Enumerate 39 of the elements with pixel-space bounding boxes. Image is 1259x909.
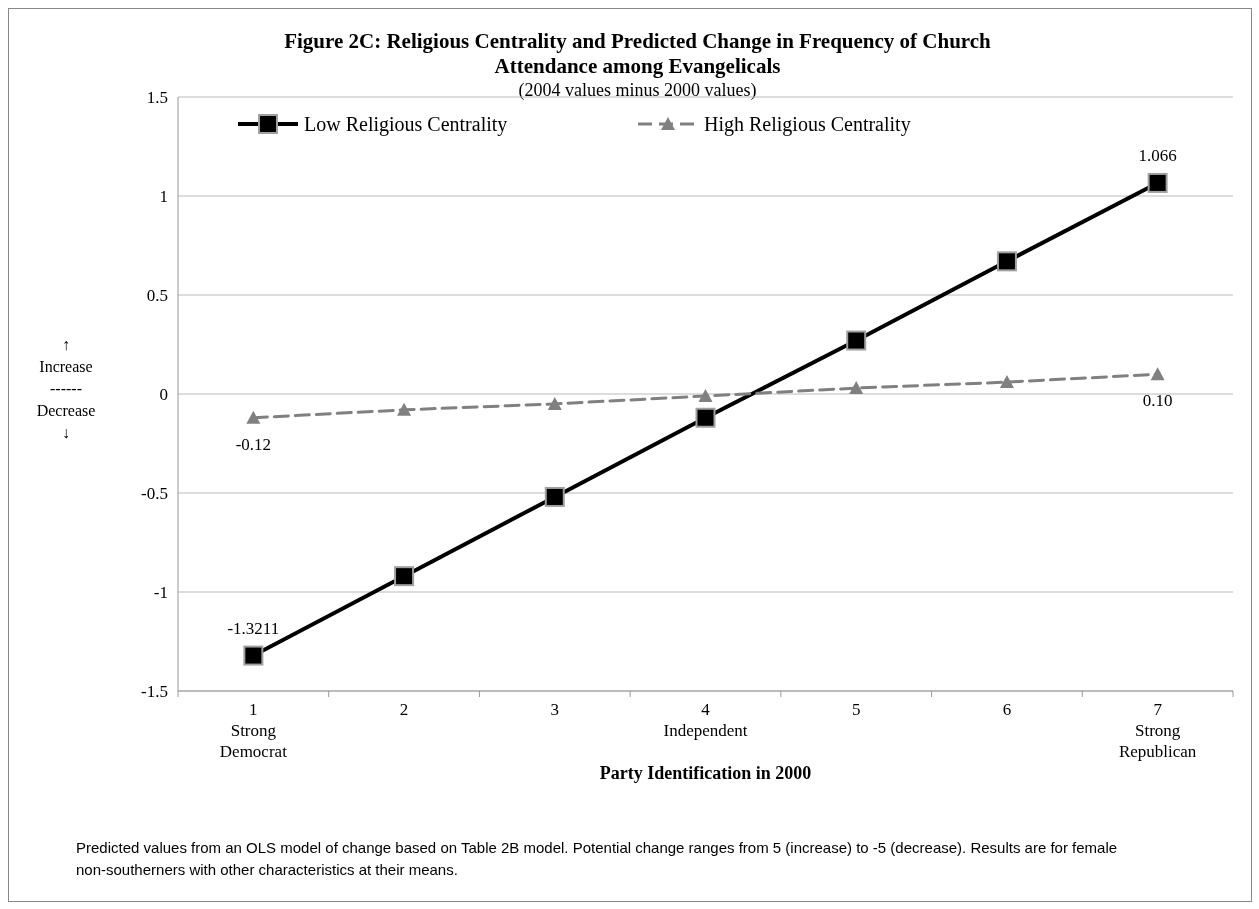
y-tick-label: -1 — [153, 583, 168, 602]
point — [397, 402, 412, 416]
legend-label: High Religious Centrality — [704, 113, 911, 136]
data-label: -0.12 — [235, 434, 272, 454]
y-tick-label: -0.5 — [141, 484, 168, 503]
x-tick-label: 7 Strong Republican — [1118, 700, 1197, 761]
point — [547, 396, 562, 410]
point — [849, 381, 864, 395]
y-tick-label: 0 — [159, 385, 168, 404]
y-tick-label: 0.5 — [146, 286, 168, 305]
y-tick-label: -1.5 — [141, 682, 168, 701]
x-tick-label: 1 Strong Democrat — [219, 700, 288, 761]
data-label: 1.066 — [1138, 145, 1177, 165]
point — [846, 330, 867, 351]
point — [243, 645, 264, 666]
point — [999, 375, 1014, 389]
chart-title: Figure 2C: Religious Centrality and Predicted Change in Frequency of Church Attendance among Evangelicals — [284, 29, 992, 78]
point — [996, 251, 1017, 272]
point — [544, 486, 565, 507]
point — [698, 388, 713, 402]
x-tick-label: 2 — [399, 700, 409, 719]
chart-subtitle: (2004 values minus 2000 values) — [518, 80, 757, 101]
x-tick-label: 3 — [550, 700, 560, 719]
x-axis-title: Party Identification in 2000 — [599, 763, 812, 783]
y-tick-label: 1.5 — [146, 88, 168, 107]
x-tick-label: 4 Independent — [663, 700, 748, 740]
text: Predicted values from an OLS model of change based on Table 2B model. Potential change ranges from 5 (increase) to -5 (decrease). Results are for female non-southerners with other characteristics at their means. — [76, 839, 1118, 878]
y-tick-label: 1 — [159, 187, 168, 206]
y-axis-title: ↑ Increase ------ Decrease ↓ — [36, 336, 96, 441]
legend-label: Low Religious Centrality — [304, 113, 508, 136]
x-tick-label: 5 — [851, 700, 861, 719]
x-tick-label: 6 — [1002, 700, 1012, 719]
point — [394, 566, 415, 587]
data-label: 0.10 — [1142, 391, 1173, 411]
data-label: -1.3211 — [227, 618, 280, 638]
point — [1147, 172, 1168, 193]
point — [1150, 367, 1165, 381]
point — [246, 410, 261, 424]
point — [695, 407, 716, 428]
